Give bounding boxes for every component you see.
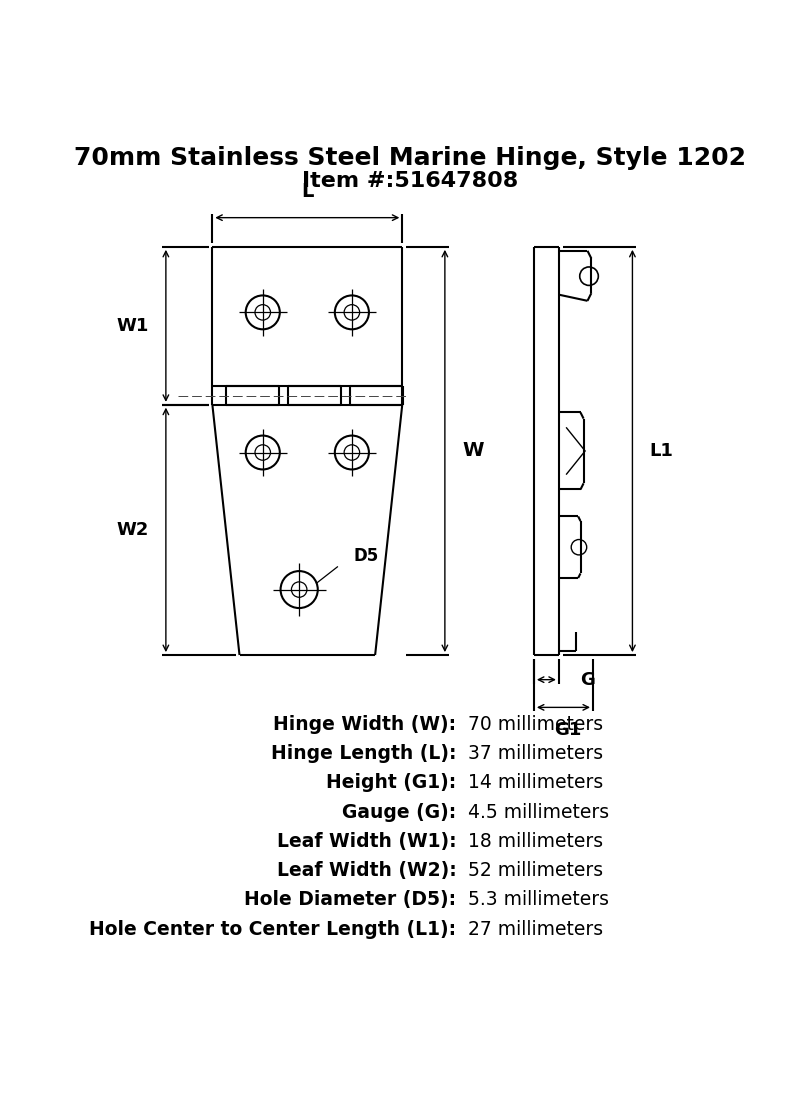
Text: Leaf Width (W2):: Leaf Width (W2):	[277, 861, 457, 880]
Text: W: W	[462, 441, 483, 461]
Text: Hinge Width (W):: Hinge Width (W):	[274, 715, 457, 733]
Text: 70 millimeters: 70 millimeters	[468, 715, 603, 733]
Text: Item #:51647808: Item #:51647808	[302, 172, 518, 192]
Text: Hole Diameter (D5):: Hole Diameter (D5):	[244, 891, 457, 910]
Text: G1: G1	[554, 721, 581, 739]
Text: W2: W2	[117, 521, 149, 538]
Text: Hinge Length (L):: Hinge Length (L):	[271, 745, 457, 763]
Text: W1: W1	[117, 317, 149, 335]
Text: 18 millimeters: 18 millimeters	[468, 832, 603, 851]
Text: 27 millimeters: 27 millimeters	[468, 920, 603, 938]
Text: 70mm Stainless Steel Marine Hinge, Style 1202: 70mm Stainless Steel Marine Hinge, Style…	[74, 146, 746, 171]
Text: Gauge (G):: Gauge (G):	[342, 802, 457, 822]
Text: Hole Center to Center Length (L1):: Hole Center to Center Length (L1):	[90, 920, 457, 938]
Text: 14 millimeters: 14 millimeters	[468, 773, 603, 792]
Text: 4.5 millimeters: 4.5 millimeters	[468, 802, 610, 822]
Text: 37 millimeters: 37 millimeters	[468, 745, 603, 763]
Text: D5: D5	[354, 547, 378, 565]
Text: L1: L1	[650, 442, 674, 460]
Text: L: L	[301, 182, 314, 201]
Text: 52 millimeters: 52 millimeters	[468, 861, 603, 880]
Text: Height (G1):: Height (G1):	[326, 773, 457, 792]
Text: G: G	[581, 670, 595, 689]
Text: Leaf Width (W1):: Leaf Width (W1):	[277, 832, 457, 851]
Text: 5.3 millimeters: 5.3 millimeters	[468, 891, 609, 910]
